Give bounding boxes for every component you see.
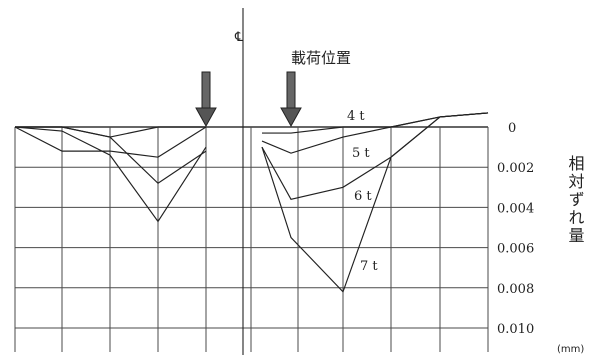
y-tick-label: 0.004: [497, 201, 534, 216]
grid: [14, 126, 489, 352]
y-axis-label: 相対ずれ量: [566, 155, 585, 245]
y-axis-unit: (mm): [557, 344, 584, 355]
series-line: [261, 112, 489, 200]
y-tick-label: 0.002: [497, 161, 534, 176]
series-label: 6 t: [354, 189, 372, 204]
centerline: ℄: [234, 8, 244, 355]
y-tick-label: 0: [508, 121, 516, 136]
y-tick-label: 0.006: [497, 242, 534, 257]
y-tick-label: 0.010: [497, 322, 534, 337]
series-lines: [14, 112, 489, 293]
series-label: 4 t: [347, 109, 365, 124]
load-arrows: [195, 71, 302, 128]
series-line: [14, 126, 207, 158]
series-line: [261, 112, 489, 293]
load-arrow: [280, 71, 302, 128]
series-line: [15, 126, 207, 184]
series-label: 5 t: [352, 146, 370, 161]
chart-title: 載荷位置: [291, 49, 351, 67]
y-tick-label: 0.008: [497, 282, 534, 297]
load-arrow: [195, 71, 217, 128]
series-line: [14, 126, 207, 223]
series-label: 7 t: [360, 259, 378, 274]
labels: 0 0.002 0.004 0.006 0.008 0.010 4 t 5 t 6 t 7 t 載荷…: [291, 49, 585, 355]
centerline-label: ℄: [234, 30, 244, 45]
